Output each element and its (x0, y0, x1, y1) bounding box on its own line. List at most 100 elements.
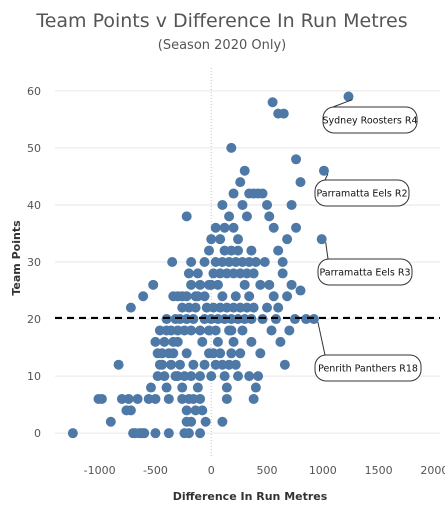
data-point (132, 393, 143, 404)
data-point (150, 393, 161, 404)
data-point (204, 245, 214, 256)
data-point (215, 348, 226, 359)
data-point (177, 382, 188, 393)
data-point (241, 211, 252, 222)
data-point (226, 142, 237, 153)
data-point (257, 188, 268, 199)
data-point (217, 291, 228, 302)
data-point (166, 359, 177, 370)
data-point (228, 222, 239, 233)
data-point (172, 371, 183, 382)
data-point (96, 393, 107, 404)
annotation-box (314, 179, 410, 207)
data-point (186, 371, 197, 382)
data-point (224, 325, 235, 336)
data-point (67, 428, 78, 439)
x-tick-label: 500 (257, 464, 278, 477)
data-point (291, 222, 302, 233)
data-point (199, 291, 210, 302)
x-tick-label: -1000 (84, 464, 116, 477)
annotation-leader (332, 99, 353, 108)
data-point (270, 314, 281, 325)
y-axis-ticks: 0 10 20 30 40 50 60 (27, 85, 41, 440)
data-point (246, 245, 257, 256)
data-point (301, 314, 312, 325)
data-point (248, 393, 259, 404)
data-point (226, 348, 237, 359)
data-point (237, 199, 248, 210)
data-point (195, 371, 206, 382)
x-tick-label: -500 (143, 464, 168, 477)
annotation-label: Sydney Roosters R4 (322, 116, 417, 127)
data-point (235, 348, 246, 359)
data-point (188, 359, 199, 370)
data-point (199, 257, 210, 267)
annotation-label: Parramatta Eels R3 (319, 268, 410, 279)
data-point (161, 314, 172, 325)
data-point (267, 97, 278, 108)
data-point (239, 165, 250, 176)
data-point (167, 257, 178, 267)
x-tick-label: 1000 (309, 464, 337, 477)
data-point (188, 314, 199, 325)
annotation-box (314, 354, 422, 382)
data-point (125, 302, 136, 313)
data-point (239, 279, 250, 290)
data-point (212, 336, 223, 347)
data-point (233, 245, 244, 256)
data-point (145, 382, 156, 393)
data-point (210, 325, 221, 336)
data-point (174, 359, 185, 370)
data-point (246, 336, 257, 347)
data-point (230, 359, 241, 370)
data-point (159, 336, 170, 347)
data-point (159, 371, 170, 382)
data-point (264, 211, 275, 222)
data-point (277, 257, 288, 267)
data-point (230, 291, 241, 302)
data-point (255, 279, 266, 290)
annotation-label: Penrith Panthers R18 (318, 364, 418, 375)
data-point (181, 405, 192, 416)
data-point (150, 428, 161, 439)
data-points (67, 91, 354, 439)
data-point (163, 393, 174, 404)
data-point (157, 359, 168, 370)
data-point (217, 199, 228, 210)
x-tick-label: 2000 (420, 464, 445, 477)
data-point (186, 416, 197, 427)
data-point (195, 325, 206, 336)
data-point (273, 245, 284, 256)
annotations: Sydney Roosters R4 Parramatta Eels R2 Parr… (314, 99, 422, 382)
data-point (221, 393, 232, 404)
y-tick-label: 30 (27, 256, 41, 269)
data-point (264, 279, 275, 290)
y-tick-label: 60 (27, 85, 41, 98)
y-tick-label: 0 (34, 427, 41, 440)
data-point (163, 428, 174, 439)
data-point (150, 336, 161, 347)
annotation-leader (324, 173, 329, 181)
data-point (286, 199, 297, 210)
data-point (244, 291, 255, 302)
data-point (206, 371, 217, 382)
data-point (253, 371, 264, 382)
data-point (188, 393, 199, 404)
data-point (163, 348, 174, 359)
annotation-leader (325, 242, 329, 260)
data-point (250, 257, 261, 267)
data-point (221, 382, 232, 393)
data-point (262, 199, 273, 210)
data-point (125, 405, 136, 416)
data-point (282, 291, 293, 302)
y-tick-label: 40 (27, 199, 41, 212)
data-point (197, 405, 208, 416)
data-point (192, 382, 203, 393)
data-point (138, 291, 149, 302)
data-point (219, 222, 230, 233)
data-point (228, 336, 239, 347)
data-point (195, 428, 206, 439)
data-point (278, 108, 289, 119)
data-point (215, 234, 226, 245)
